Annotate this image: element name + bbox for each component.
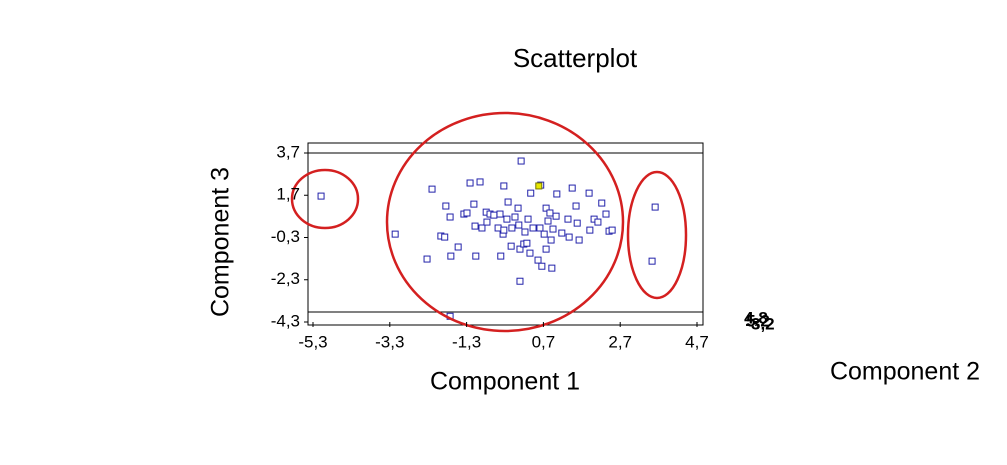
point [428, 185, 436, 193]
z-tick-label: 4,8 [744, 308, 768, 327]
point [454, 243, 462, 251]
point [423, 255, 431, 263]
marks [317, 157, 659, 320]
point [471, 222, 479, 230]
point [517, 157, 525, 165]
point [608, 226, 616, 234]
point [548, 264, 556, 272]
x-tick-label: -5,3 [298, 332, 327, 351]
highlight-ellipse [626, 170, 688, 300]
y-axis-label: Component 3 [207, 167, 235, 317]
point [497, 252, 505, 260]
point [476, 178, 484, 186]
point [511, 213, 519, 221]
point [552, 212, 560, 220]
point [526, 249, 534, 257]
point [516, 277, 524, 285]
point [496, 210, 504, 218]
point [507, 242, 515, 250]
point [586, 226, 594, 234]
y-tick-label: 3,7 [276, 142, 300, 161]
point [540, 230, 548, 238]
point [564, 215, 572, 223]
point [524, 215, 532, 223]
point [521, 228, 529, 236]
point [523, 239, 531, 247]
point [527, 189, 535, 197]
point [503, 215, 511, 223]
x-tick-label: 4,7 [685, 332, 709, 351]
point [441, 233, 449, 241]
point [483, 218, 491, 226]
point [500, 182, 508, 190]
point [391, 230, 399, 238]
x-tick-label: 2,7 [608, 332, 632, 351]
point [585, 189, 593, 197]
point [549, 225, 557, 233]
point [651, 203, 659, 211]
z-tick-label: -3,2 [745, 314, 774, 333]
point [538, 262, 546, 270]
point [514, 204, 522, 212]
point [466, 179, 474, 187]
y-tick-label: -0,3 [271, 227, 300, 246]
x-tick-label: -1,3 [452, 332, 481, 351]
point [534, 256, 542, 264]
point [442, 202, 450, 210]
point [598, 199, 606, 207]
point [470, 200, 478, 208]
point [478, 224, 486, 232]
y-tick-label: 1,7 [276, 185, 300, 204]
point [594, 218, 602, 226]
point [494, 224, 502, 232]
point [447, 252, 455, 260]
point [602, 210, 610, 218]
z-axis-label: Component 2 [830, 358, 980, 386]
point [508, 224, 516, 232]
point [565, 233, 573, 241]
point [317, 192, 325, 200]
point [553, 190, 561, 198]
z-tick-label: 5,2 [746, 311, 770, 330]
point [547, 236, 555, 244]
x-tick-label: 0,7 [532, 332, 556, 351]
point [472, 252, 480, 260]
point [544, 217, 552, 225]
point [575, 236, 583, 244]
point [490, 211, 498, 219]
x-tick-label: -3,3 [375, 332, 404, 351]
point [529, 224, 537, 232]
point [546, 209, 554, 217]
point [463, 209, 471, 217]
point [504, 198, 512, 206]
y-tick-label: -4,3 [271, 311, 300, 330]
chart-title: Scatterplot [513, 43, 638, 73]
point [515, 221, 523, 229]
y-tick-label: -2,3 [271, 269, 300, 288]
point [500, 226, 508, 234]
point [573, 219, 581, 227]
point [535, 182, 543, 190]
point [542, 245, 550, 253]
highlight-ellipse [290, 168, 360, 230]
point [446, 213, 454, 221]
point [558, 229, 566, 237]
point [568, 184, 576, 192]
point [648, 257, 656, 265]
x-axis-label: Component 1 [430, 368, 580, 396]
highlight-ellipse [385, 111, 625, 333]
point [542, 204, 550, 212]
point [516, 245, 524, 253]
point [536, 224, 544, 232]
point [572, 202, 580, 210]
plot-frame [307, 142, 704, 326]
